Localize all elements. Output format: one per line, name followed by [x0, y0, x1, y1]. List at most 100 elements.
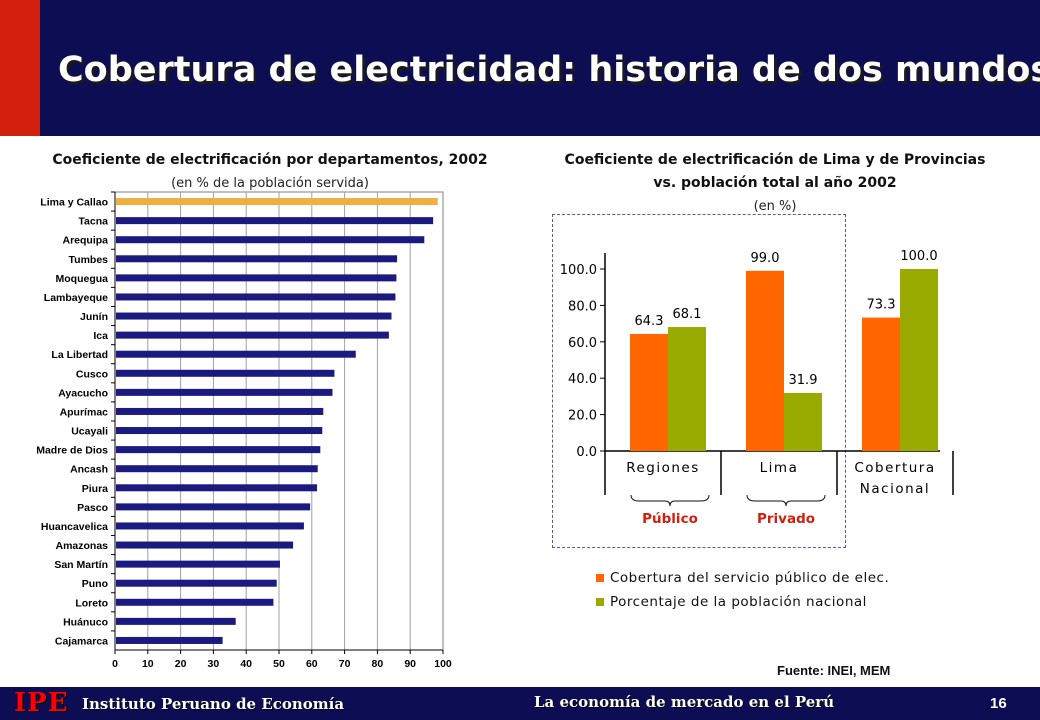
y-tick-label: 100.0: [560, 263, 597, 278]
bar: [116, 465, 318, 473]
category-label: La Libertad: [51, 349, 108, 361]
brace-label: Privado: [757, 511, 815, 527]
x-tick-label: 10: [142, 658, 154, 670]
left-chart-subtitle: (en % de la población servida): [171, 176, 369, 191]
legend-label-population: Porcentaje de la población nacional: [610, 594, 867, 610]
category-label: Tumbes: [69, 254, 109, 266]
category-label: Lima: [760, 460, 799, 476]
x-tick-label: 0: [112, 658, 118, 670]
bar: [116, 427, 323, 435]
bar: [116, 617, 236, 625]
brace-label: Público: [642, 511, 698, 527]
y-tick-label: 0.0: [576, 445, 597, 460]
right-chart-title-block: Coeficiente de electrificación de Lima y…: [560, 149, 990, 218]
category-label: Huancavelica: [41, 521, 108, 533]
data-label: 99.0: [751, 251, 780, 266]
x-tick-label: 40: [240, 658, 252, 670]
category-label: Pasco: [77, 502, 108, 514]
category-label: Lambayeque: [44, 292, 108, 304]
bar: [746, 270, 784, 451]
bar: [116, 350, 356, 358]
bar: [116, 503, 311, 511]
category-label: Nacional: [860, 481, 930, 497]
left-chart-title: Coeficiente de electrificación por depar…: [52, 152, 488, 168]
category-label: Madre de Dios: [36, 445, 108, 457]
right-chart-title: Coeficiente de electrificación de Lima y…: [564, 152, 986, 191]
header-bar: Cobertura de electricidad: historia de d…: [0, 0, 1040, 136]
y-tick-label: 20.0: [568, 409, 597, 424]
x-tick-label: 70: [339, 658, 351, 670]
chart-dashed-frame: [552, 214, 846, 548]
category-label: Tacna: [78, 216, 108, 228]
bar: [116, 331, 389, 339]
departments-bar-chart: 0 10 20 30 40 50 60 70 80 90 100 Lima y Callao Tacna…: [36, 191, 452, 670]
legend-label-public: Cobertura del servicio público de elec.: [610, 570, 890, 586]
category-label: Huánuco: [63, 616, 108, 628]
brace: [630, 494, 710, 507]
bar: [116, 484, 318, 492]
category-label: Amazonas: [55, 540, 108, 552]
brace: [746, 494, 826, 507]
y-tick-label: 80.0: [568, 299, 597, 314]
bar: [630, 333, 668, 451]
page-number: 16: [990, 695, 1007, 712]
ipe-logo: IPE: [14, 688, 69, 718]
x-tick-label: 80: [372, 658, 384, 670]
bar: [116, 560, 280, 568]
x-tick-label: 100: [434, 658, 452, 670]
category-label: Ica: [93, 330, 108, 342]
bar: [116, 407, 324, 415]
bar: [116, 293, 396, 301]
y-tick-label: 60.0: [568, 336, 597, 351]
data-label: 31.9: [789, 373, 818, 388]
category-label: Ucayali: [71, 426, 108, 438]
legend-item-public: Cobertura del servicio público de elec.: [596, 566, 889, 590]
x-tick-label: 90: [404, 658, 416, 670]
source-note: Fuente: INEI, MEM: [777, 663, 891, 678]
page-title: Cobertura de electricidad: historia de d…: [58, 50, 1040, 90]
legend-swatch-olive: [596, 598, 604, 606]
bar: [116, 636, 223, 644]
category-label: Ancash: [70, 464, 108, 476]
category-label: San Martín: [54, 559, 108, 571]
data-label: 73.3: [867, 298, 896, 313]
footer-bar: IPE Instituto Peruano de Economía La eco…: [0, 687, 1040, 720]
bar: [862, 317, 900, 451]
category-label: Puno: [82, 578, 108, 590]
bar: [116, 217, 434, 225]
bar: [900, 269, 938, 451]
x-tick-label: 50: [273, 658, 285, 670]
category-label: Ayacucho: [58, 387, 108, 399]
data-label: 100.0: [900, 249, 937, 264]
category-label: Moquegua: [56, 273, 109, 285]
legend-item-population: Porcentaje de la población nacional: [596, 590, 889, 614]
category-label: Cusco: [76, 368, 108, 380]
bar: [784, 392, 822, 451]
x-tick-label: 30: [208, 658, 220, 670]
legend-swatch-orange: [596, 574, 604, 582]
bar: [116, 598, 274, 606]
bar: [116, 236, 425, 244]
category-label: Cobertura: [854, 460, 935, 476]
bar: [116, 388, 333, 396]
category-label: Lima y Callao: [40, 197, 108, 209]
x-tick-label: 60: [306, 658, 318, 670]
category-label: Cajamarca: [55, 635, 108, 647]
bar: [116, 255, 398, 263]
right-chart-legend: Cobertura del servicio público de elec. …: [596, 566, 889, 614]
bar: [116, 579, 277, 587]
category-label: Piura: [82, 483, 108, 495]
bar: [116, 522, 304, 530]
left-chart-title-block: Coeficiente de electrificación por depar…: [20, 149, 520, 195]
bar: [116, 369, 335, 377]
category-label: Regiones: [626, 460, 700, 476]
category-label: Loreto: [75, 597, 108, 609]
data-label: 64.3: [635, 314, 664, 329]
header-accent-stripe: [0, 0, 40, 136]
bar: [116, 446, 321, 454]
bar: [116, 541, 294, 549]
y-tick-label: 40.0: [568, 372, 597, 387]
bar: [668, 327, 706, 451]
bar: [116, 198, 438, 206]
bar: [116, 274, 397, 282]
